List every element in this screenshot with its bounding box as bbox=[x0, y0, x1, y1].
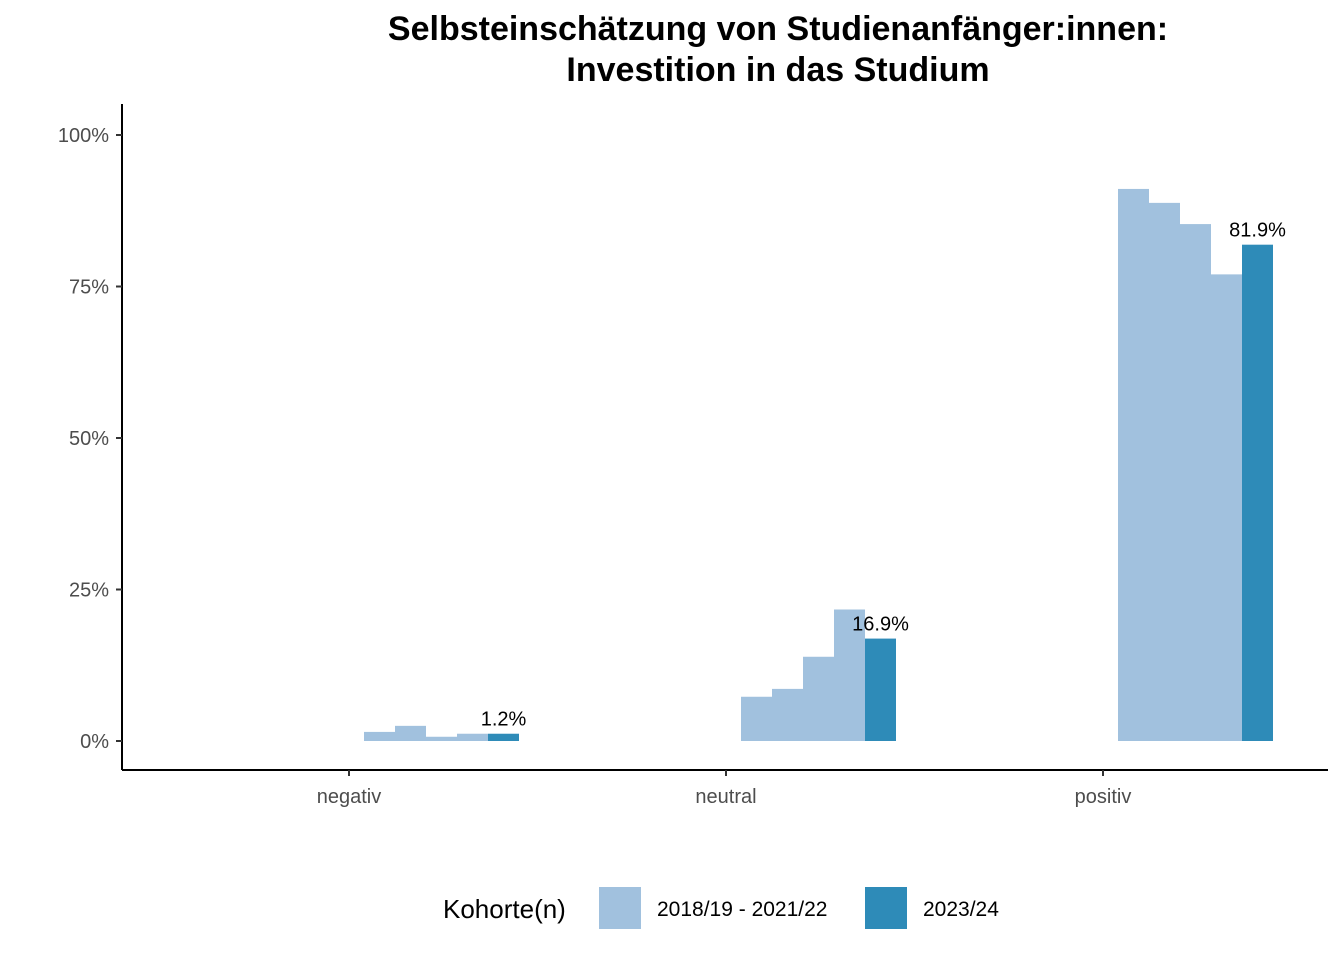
data-label: 1.2% bbox=[481, 709, 527, 731]
legend-swatch-historic bbox=[599, 887, 641, 929]
chart-title-line1: Selbsteinschätzung von Studienanfänger:i… bbox=[387, 10, 1169, 48]
bar-neutral-historic-2 bbox=[772, 688, 803, 741]
data-label: 81.9% bbox=[1229, 220, 1286, 242]
y-tick-label: 25% bbox=[69, 580, 109, 602]
data-label: 16.9% bbox=[852, 614, 909, 636]
bar-neutral-historic-4 bbox=[834, 609, 865, 741]
bar-negativ-historic-4 bbox=[457, 733, 488, 741]
legend-title: Kohorte(n) bbox=[443, 894, 566, 924]
legend-label-current: 2023/24 bbox=[923, 898, 999, 921]
bar-positiv-historic-1 bbox=[1118, 188, 1149, 741]
bar-positiv-historic-2 bbox=[1149, 202, 1180, 741]
y-tick-label: 75% bbox=[69, 277, 109, 299]
legend: Kohorte(n) 2018/19 - 2021/22 2023/24 bbox=[0, 886, 1344, 930]
bar-chart: 0% 25% 50% 75% 100% negativ neutral positiv 1.2%… bbox=[58, 104, 1328, 808]
legend-label-historic: 2018/19 - 2021/22 bbox=[657, 898, 828, 921]
bar-positiv-historic-4 bbox=[1211, 274, 1242, 741]
bar-positiv-current bbox=[1242, 244, 1273, 741]
chart-title-line2: Investition in das Studium bbox=[566, 51, 990, 89]
x-tick-label: neutral bbox=[695, 786, 756, 808]
x-tick-label: negativ bbox=[317, 786, 382, 808]
bar-negativ-historic-3 bbox=[426, 736, 457, 741]
bar-positiv-historic-3 bbox=[1180, 224, 1211, 741]
bar-negativ-current bbox=[488, 733, 519, 741]
x-tick-label: positiv bbox=[1075, 786, 1132, 808]
y-tick-label: 0% bbox=[80, 731, 109, 753]
bar-neutral-historic-3 bbox=[803, 656, 834, 741]
bar-neutral-current bbox=[865, 638, 896, 741]
bar-neutral-historic-1 bbox=[741, 696, 772, 741]
bar-negativ-historic-2 bbox=[395, 725, 426, 741]
y-tick-label: 100% bbox=[58, 125, 109, 147]
legend-swatch-current bbox=[865, 887, 907, 929]
y-tick-label: 50% bbox=[69, 428, 109, 450]
bar-negativ-historic-1 bbox=[364, 731, 395, 741]
